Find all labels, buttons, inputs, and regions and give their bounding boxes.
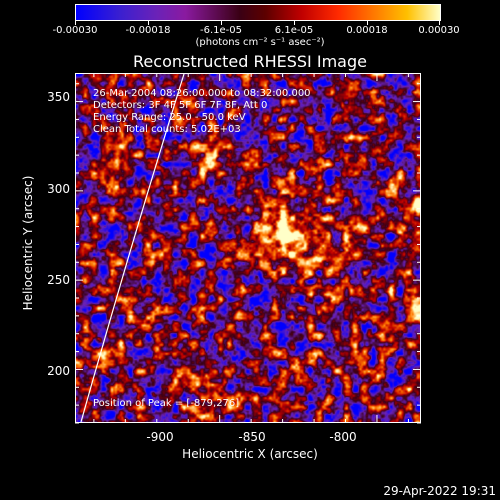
colorbar-label: -0.00018 [125,25,171,36]
colorbar-label: 0.00018 [346,25,388,36]
x-tick-label: -850 [238,430,266,444]
colorbar [75,4,441,21]
timestamp: 29-Apr-2022 19:31 [383,484,496,498]
annotation-detectors: Detectors: 3F 4F 5F 6F 7F 8F, Att 0 [93,100,268,111]
x-tick-label: -800 [329,430,357,444]
heatmap-image [76,74,420,422]
colorbar-label: 0.00030 [418,25,460,36]
y-tick-label: 250 [47,273,70,287]
colorbar-label: -6.1e-05 [200,25,242,36]
colorbar-label: -0.00030 [52,25,98,36]
annotation-energy: Energy Range: 25.0 - 50.0 keV [93,112,246,123]
y-tick-label: 200 [47,364,70,378]
y-axis-label: Heliocentric Y (arcsec) [21,175,35,311]
colorbar-label: 6.1e-05 [274,25,314,36]
plot-area: 26-Mar-2004 08:26:00.000 to 08:32:00.000… [75,73,421,423]
limb-overlay [80,74,185,422]
y-tick-label: 350 [47,90,70,104]
chart-title: Reconstructed RHESSI Image [133,52,367,71]
annotation-clean: Clean Total counts: 5.02E+03 [93,124,241,135]
x-tick-label: -900 [146,430,174,444]
annotation-time: 26-Mar-2004 08:26:00.000 to 08:32:00.000 [93,88,311,99]
y-tick-label: 300 [47,182,70,196]
solar-limb-line [80,74,185,422]
colorbar-unit: (photons cm⁻² s⁻¹ asec⁻²) [195,37,325,48]
x-axis-label: Heliocentric X (arcsec) [182,447,318,461]
annotation-peak: Position of Peak = [-879,276] [93,398,240,409]
